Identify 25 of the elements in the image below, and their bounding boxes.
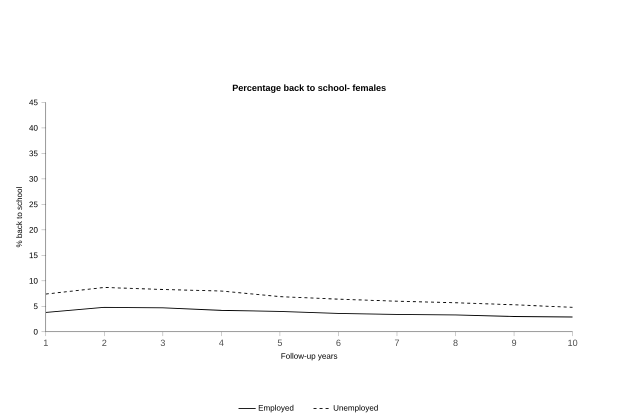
x-tick-label: 4 [219,340,224,346]
x-tick-label: 7 [394,340,400,346]
y-tick-label: 20 [29,227,38,233]
x-tick-label: 1 [44,340,48,346]
x-tick-label: 3 [160,340,165,346]
legend-label: Unemployed [334,404,378,412]
x-tick-label: 5 [278,340,282,346]
x-axis-title: Follow-up years [281,353,338,361]
x-tick-label: 2 [102,340,106,346]
y-tick-label: 40 [29,125,38,131]
legend-label: Employed [258,404,294,412]
y-tick-label: 10 [30,278,38,284]
x-tick-label: 9 [512,340,516,346]
y-axis-title: % back to school [16,187,22,248]
chart-title: Percentage back to school- females [232,84,386,93]
x-tick-label: 8 [453,340,458,346]
y-tick-label: 35 [29,150,38,156]
y-tick-label: 5 [34,304,38,310]
y-tick-label: 25 [29,202,38,208]
x-tick-label: 6 [336,340,341,346]
y-tick-label: 0 [34,329,38,335]
x-tick-label: 10 [568,340,578,346]
y-tick-label: 45 [29,100,38,106]
y-tick-label: 15 [30,252,38,258]
y-tick-label: 30 [29,176,38,182]
